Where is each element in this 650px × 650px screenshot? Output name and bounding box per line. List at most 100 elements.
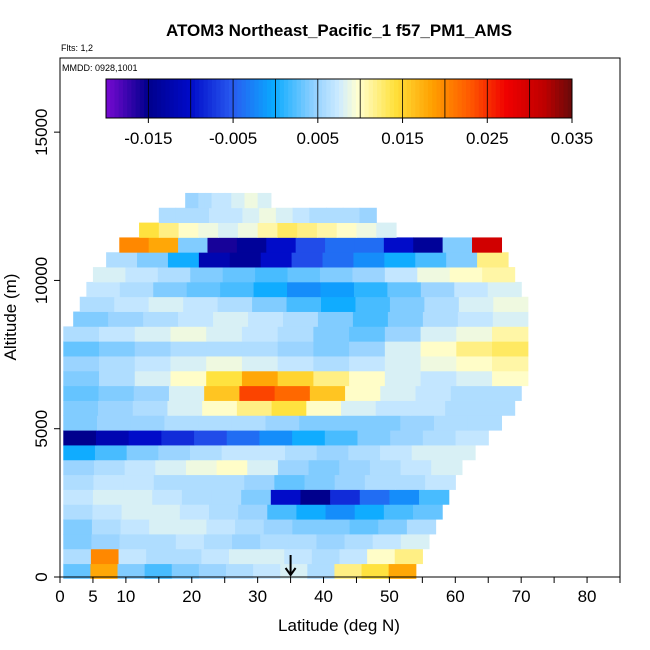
heatmap-cells xyxy=(63,192,529,579)
heatmap-cell xyxy=(134,341,172,357)
heatmap-cell xyxy=(487,281,522,298)
heatmap-cell xyxy=(330,489,361,505)
heatmap-cell xyxy=(434,415,469,431)
heatmap-cell xyxy=(130,415,165,431)
heatmap-cell xyxy=(158,222,180,238)
colorbar-segment xyxy=(372,79,378,118)
heatmap-cell xyxy=(63,400,99,416)
colorbar-segment xyxy=(220,79,226,118)
heatmap-cell xyxy=(345,385,381,401)
heatmap-cell xyxy=(134,326,172,342)
heatmap-cell xyxy=(253,281,288,298)
heatmap-cell xyxy=(344,534,374,550)
heatmap-cell xyxy=(449,267,483,283)
heatmap-cell xyxy=(266,237,297,253)
heatmap-cell xyxy=(63,489,94,505)
heatmap-cell xyxy=(380,385,417,401)
heatmap-cell xyxy=(387,281,422,298)
heatmap-cell xyxy=(177,519,208,535)
heatmap-cell xyxy=(170,356,207,372)
heatmap-cell xyxy=(420,356,457,372)
heatmap-cell xyxy=(137,252,169,268)
heatmap-cell xyxy=(255,267,289,283)
heatmap-cell xyxy=(178,311,214,327)
colorbar-segment xyxy=(555,79,560,118)
heatmap-cell xyxy=(349,326,386,342)
heatmap-cell xyxy=(296,504,327,520)
heatmap-cell xyxy=(256,548,285,565)
colorbar-segment xyxy=(440,79,446,118)
colorbar-segment xyxy=(427,79,433,118)
colorbar-segment xyxy=(360,79,365,118)
colorbar-segment xyxy=(127,79,132,118)
colorbar-segment xyxy=(275,79,281,118)
colorbar-segment xyxy=(411,79,416,118)
heatmap-cell xyxy=(120,519,150,535)
colorbar-segment xyxy=(394,79,399,118)
heatmap-cell xyxy=(106,252,138,268)
colorbar-segment xyxy=(334,79,340,118)
colorbar-segment xyxy=(436,79,442,118)
heatmap-cell xyxy=(253,563,281,579)
heatmap-cell xyxy=(63,445,96,461)
heatmap-cell xyxy=(292,519,322,535)
colorbar-segment xyxy=(156,79,162,118)
heatmap-cell xyxy=(198,563,227,579)
heatmap-cell xyxy=(198,415,233,431)
colorbar-segment xyxy=(161,79,166,118)
heatmap-cell xyxy=(124,459,156,476)
heatmap-cell xyxy=(299,415,334,431)
colorbar-segment xyxy=(114,79,120,118)
heatmap-cell xyxy=(209,504,239,520)
heatmap-cell xyxy=(247,459,279,476)
heatmap-cell xyxy=(415,385,452,401)
colorbar-segment xyxy=(262,79,268,118)
heatmap-cell xyxy=(117,563,146,579)
heatmap-cell xyxy=(231,192,239,209)
colorbar-segment xyxy=(322,79,327,118)
heatmap-cell xyxy=(384,252,416,268)
heatmap-cell xyxy=(91,519,122,535)
colorbar-tick-label: 0.035 xyxy=(551,129,594,148)
heatmap-cell xyxy=(183,474,215,490)
heatmap-cell xyxy=(400,459,432,476)
heatmap-cell xyxy=(108,311,144,327)
heatmap-cell xyxy=(384,370,422,387)
heatmap-cell xyxy=(229,548,258,565)
colorbar-segment xyxy=(258,79,264,118)
heatmap-cell xyxy=(241,326,279,342)
heatmap-cell xyxy=(198,192,206,209)
heatmap-cell xyxy=(132,400,169,416)
heatmap-cell xyxy=(454,281,489,298)
colorbar-segment xyxy=(559,79,565,118)
heatmap-cell xyxy=(191,192,199,209)
heatmap-cell xyxy=(325,504,356,520)
colorbar-tick-label: -0.005 xyxy=(209,129,257,148)
colorbar-segment xyxy=(283,79,289,118)
heatmap-cell xyxy=(265,415,300,431)
colorbar-segment xyxy=(487,79,493,118)
y-axis-label: Altitude (m) xyxy=(1,274,20,361)
colorbar-segment xyxy=(305,79,310,118)
heatmap-cell xyxy=(352,311,389,327)
heatmap-cell xyxy=(209,207,227,223)
heatmap-cell xyxy=(384,267,418,283)
heatmap-cell xyxy=(304,474,336,490)
heatmap-cell xyxy=(277,370,314,387)
x-tick-label: 60 xyxy=(446,587,465,606)
colorbar-segment xyxy=(178,79,183,118)
heatmap-cell xyxy=(458,296,494,312)
heatmap-cell xyxy=(291,252,324,268)
heatmap-cell xyxy=(485,385,522,401)
heatmap-cell xyxy=(410,400,446,416)
heatmap-cell xyxy=(157,267,191,283)
heatmap-cell xyxy=(277,326,314,342)
heatmap-cell xyxy=(125,267,159,283)
heatmap-cell xyxy=(456,356,493,372)
colorbar-segment xyxy=(398,79,404,118)
heatmap-cell xyxy=(285,445,318,461)
colorbar-segment xyxy=(296,79,302,118)
colorbar-segment xyxy=(118,79,124,118)
heatmap-cell xyxy=(313,370,350,387)
heatmap-cell xyxy=(118,548,147,565)
